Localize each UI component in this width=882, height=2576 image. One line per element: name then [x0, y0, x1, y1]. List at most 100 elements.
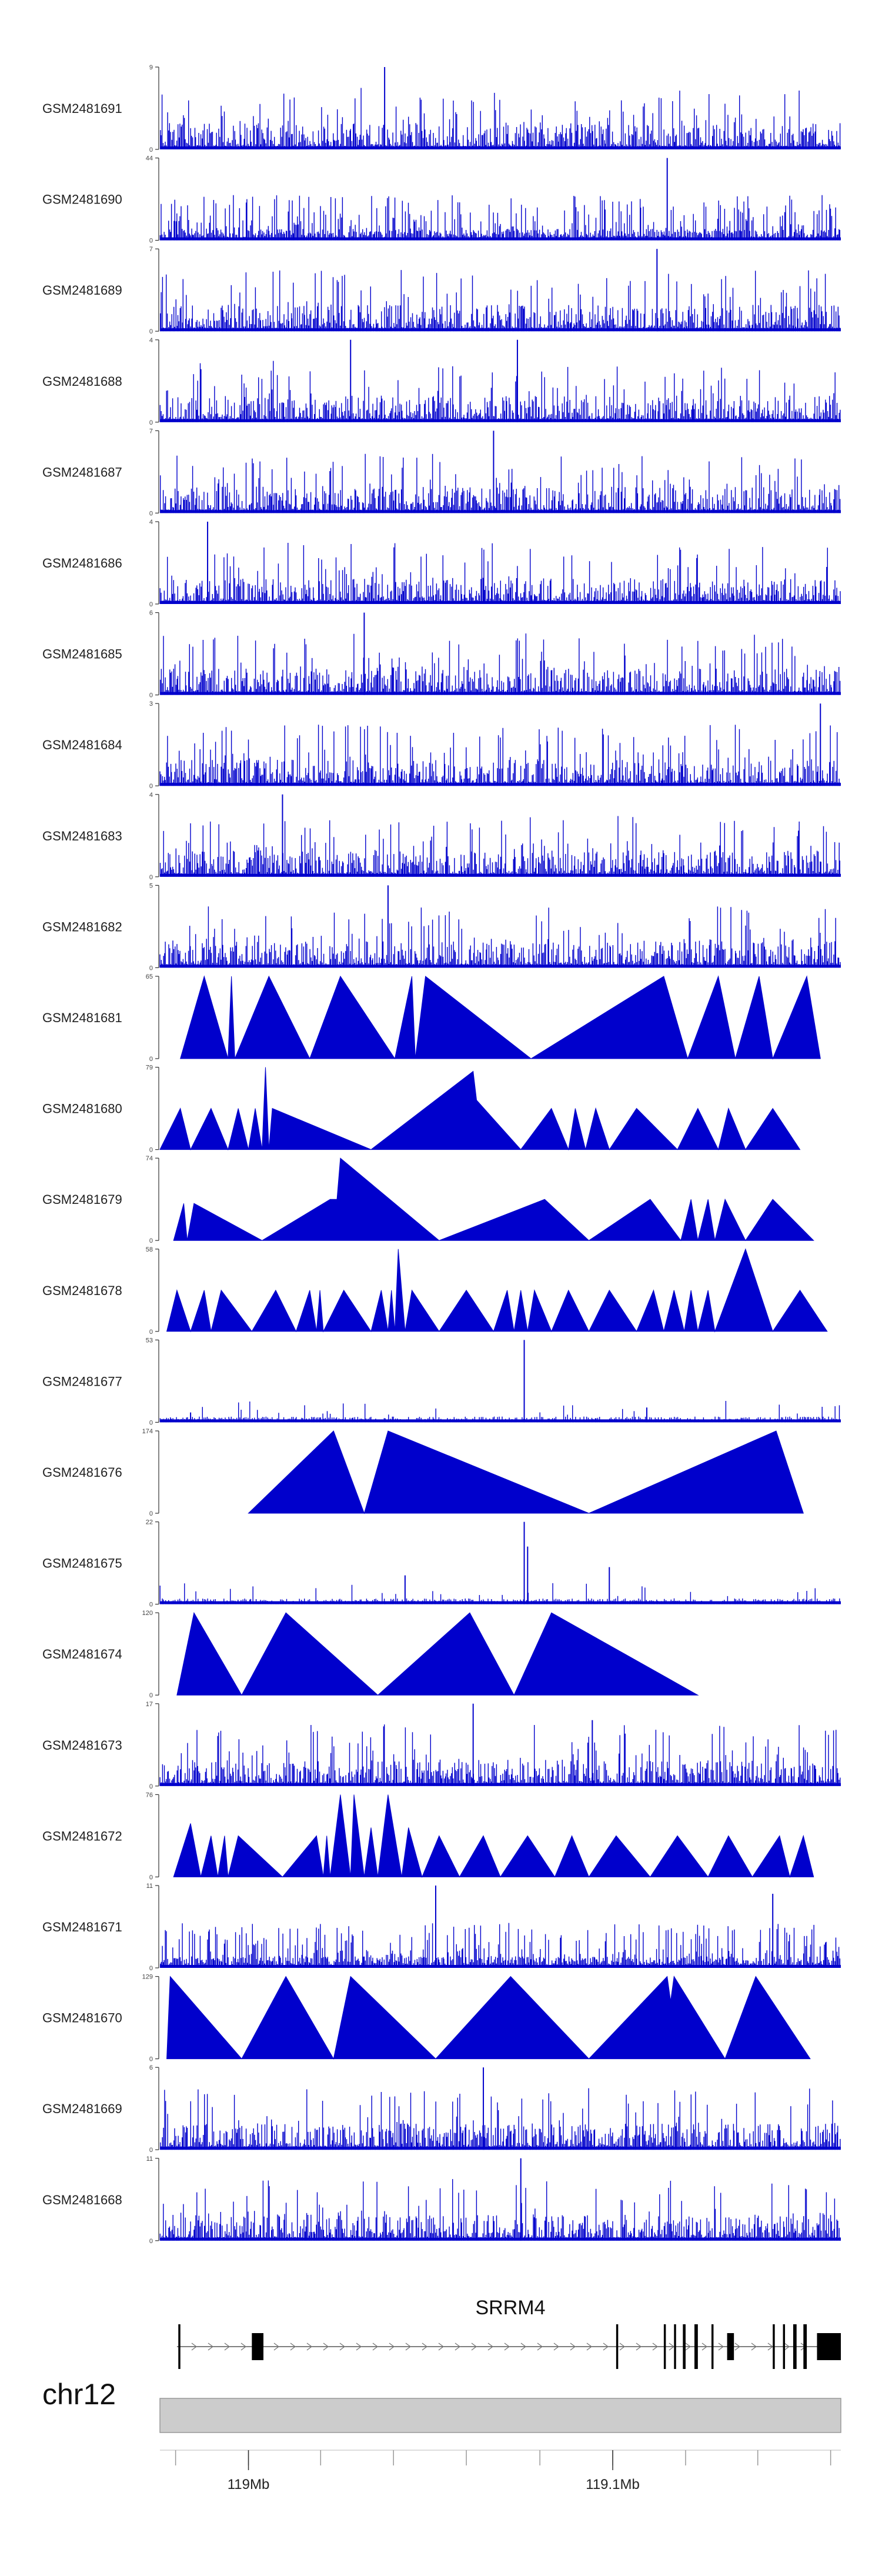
coverage-bars [159, 725, 841, 786]
chromosome-band [159, 2398, 841, 2433]
gene-model [176, 2324, 841, 2369]
y-min-label: 0 [149, 2238, 153, 2245]
coverage-track: GSM2481679 74 0 [42, 1155, 814, 1244]
coverage-baseline [160, 965, 841, 968]
coverage-area [248, 1430, 804, 1514]
track-label: GSM2481686 [42, 556, 122, 570]
coverage-baseline [160, 692, 841, 695]
gene-exon [694, 2324, 698, 2369]
track-label: GSM2481675 [42, 1556, 122, 1571]
y-min-label: 0 [149, 1874, 153, 1881]
chromosome-label: chr12 [42, 2378, 116, 2411]
coverage-baseline [160, 1965, 841, 1968]
y-min-label: 0 [149, 965, 153, 972]
y-min-label: 0 [149, 146, 153, 154]
y-min-label: 0 [149, 1510, 153, 1517]
track-label: GSM2481689 [42, 283, 122, 298]
strand-arrow [537, 2343, 543, 2351]
coverage-baseline [160, 2237, 841, 2241]
coverage-track: GSM2481686 4 0 [42, 519, 841, 608]
coverage-baseline [160, 1601, 841, 1604]
strand-arrow [767, 2343, 774, 2351]
coverage-bars [159, 633, 841, 695]
coverage-track: GSM2481690 44 0 [42, 155, 841, 245]
strand-arrow [701, 2343, 708, 2351]
y-max-label: 74 [146, 1155, 153, 1162]
gene-exon [711, 2324, 714, 2369]
track-label: GSM2481680 [42, 1102, 122, 1116]
track-label: GSM2481672 [42, 1828, 122, 1843]
strand-arrow [306, 2343, 313, 2351]
strand-arrow [553, 2343, 560, 2351]
track-label: GSM2481669 [42, 2101, 122, 2116]
coverage-track: GSM2481685 6 0 [42, 610, 841, 699]
coverage-track: GSM2481683 4 0 [42, 792, 841, 881]
coverage-baseline [160, 783, 841, 786]
y-min-label: 0 [149, 238, 153, 245]
coverage-baseline [160, 1783, 841, 1786]
coverage-track: GSM2481675 22 0 [42, 1519, 841, 1609]
strand-arrow [652, 2343, 659, 2351]
track-label: GSM2481681 [42, 1010, 122, 1025]
coverage-area [173, 1794, 814, 1878]
coverage-bars [160, 270, 841, 332]
y-max-label: 4 [149, 337, 153, 344]
gene-exon [252, 2333, 264, 2360]
coverage-bars [160, 2088, 841, 2150]
coverage-bars [160, 1923, 841, 1968]
strand-arrow [389, 2343, 395, 2351]
coverage-bars [159, 1401, 840, 1423]
coverage-bars [159, 361, 841, 422]
coverage-track: GSM2481688 4 0 [42, 337, 841, 426]
y-max-label: 53 [146, 1337, 153, 1344]
y-max-label: 11 [146, 1883, 153, 1890]
track-label: GSM2481676 [42, 1465, 122, 1480]
chromosome-track: chr12 119Mb 119.1Mb [42, 2378, 841, 2492]
strand-arrow [718, 2343, 724, 2351]
coverage-area [173, 1157, 814, 1242]
track-label: GSM2481691 [42, 101, 122, 116]
track-label: GSM2481683 [42, 829, 122, 843]
coverage-baseline [160, 146, 841, 149]
coverage-track: GSM2481670 129 0 [42, 1974, 811, 2063]
strand-arrow [487, 2343, 494, 2351]
coverage-track: GSM2481680 79 0 [42, 1065, 801, 1154]
coverage-track: GSM2481676 174 0 [42, 1428, 804, 1517]
coverage-track: GSM2481673 17 0 [42, 1701, 841, 1790]
coverage-track: GSM2481674 120 0 [42, 1610, 699, 1699]
strand-arrow [603, 2343, 609, 2351]
y-min-label: 0 [149, 1147, 153, 1154]
coverage-baseline [160, 419, 841, 422]
strand-arrow [290, 2343, 296, 2351]
coverage-baseline [160, 237, 841, 241]
track-label: GSM2481673 [42, 1738, 122, 1753]
y-min-label: 0 [149, 1329, 153, 1336]
gene-track: SRRM4 [176, 2297, 841, 2369]
y-max-label: 6 [149, 2064, 153, 2071]
gene-exon [793, 2324, 797, 2369]
y-max-label: 4 [149, 519, 153, 526]
strand-arrow [240, 2343, 247, 2351]
track-label: GSM2481674 [42, 1647, 122, 1661]
y-min-label: 0 [149, 1419, 153, 1426]
gene-exon [783, 2324, 786, 2369]
strand-arrow [471, 2343, 477, 2351]
coverage-track: GSM2481684 3 0 [42, 700, 841, 790]
y-min-label: 0 [149, 1965, 153, 1972]
coverage-baseline [160, 601, 841, 604]
strand-arrow [570, 2343, 576, 2351]
y-max-label: 11 [146, 2155, 153, 2163]
strand-arrow [784, 2343, 790, 2351]
strand-arrow [208, 2343, 214, 2351]
coverage-track: GSM2481668 11 0 [42, 2155, 841, 2245]
coverage-track: GSM2481677 53 0 [42, 1337, 841, 1426]
y-max-label: 22 [146, 1519, 153, 1526]
coverage-bars [159, 906, 841, 968]
y-max-label: 65 [146, 973, 153, 980]
gene-exon [803, 2324, 807, 2369]
y-min-label: 0 [149, 1601, 153, 1609]
strand-arrow [636, 2343, 642, 2351]
y-max-label: 17 [146, 1701, 153, 1708]
strand-arrow [273, 2343, 280, 2351]
